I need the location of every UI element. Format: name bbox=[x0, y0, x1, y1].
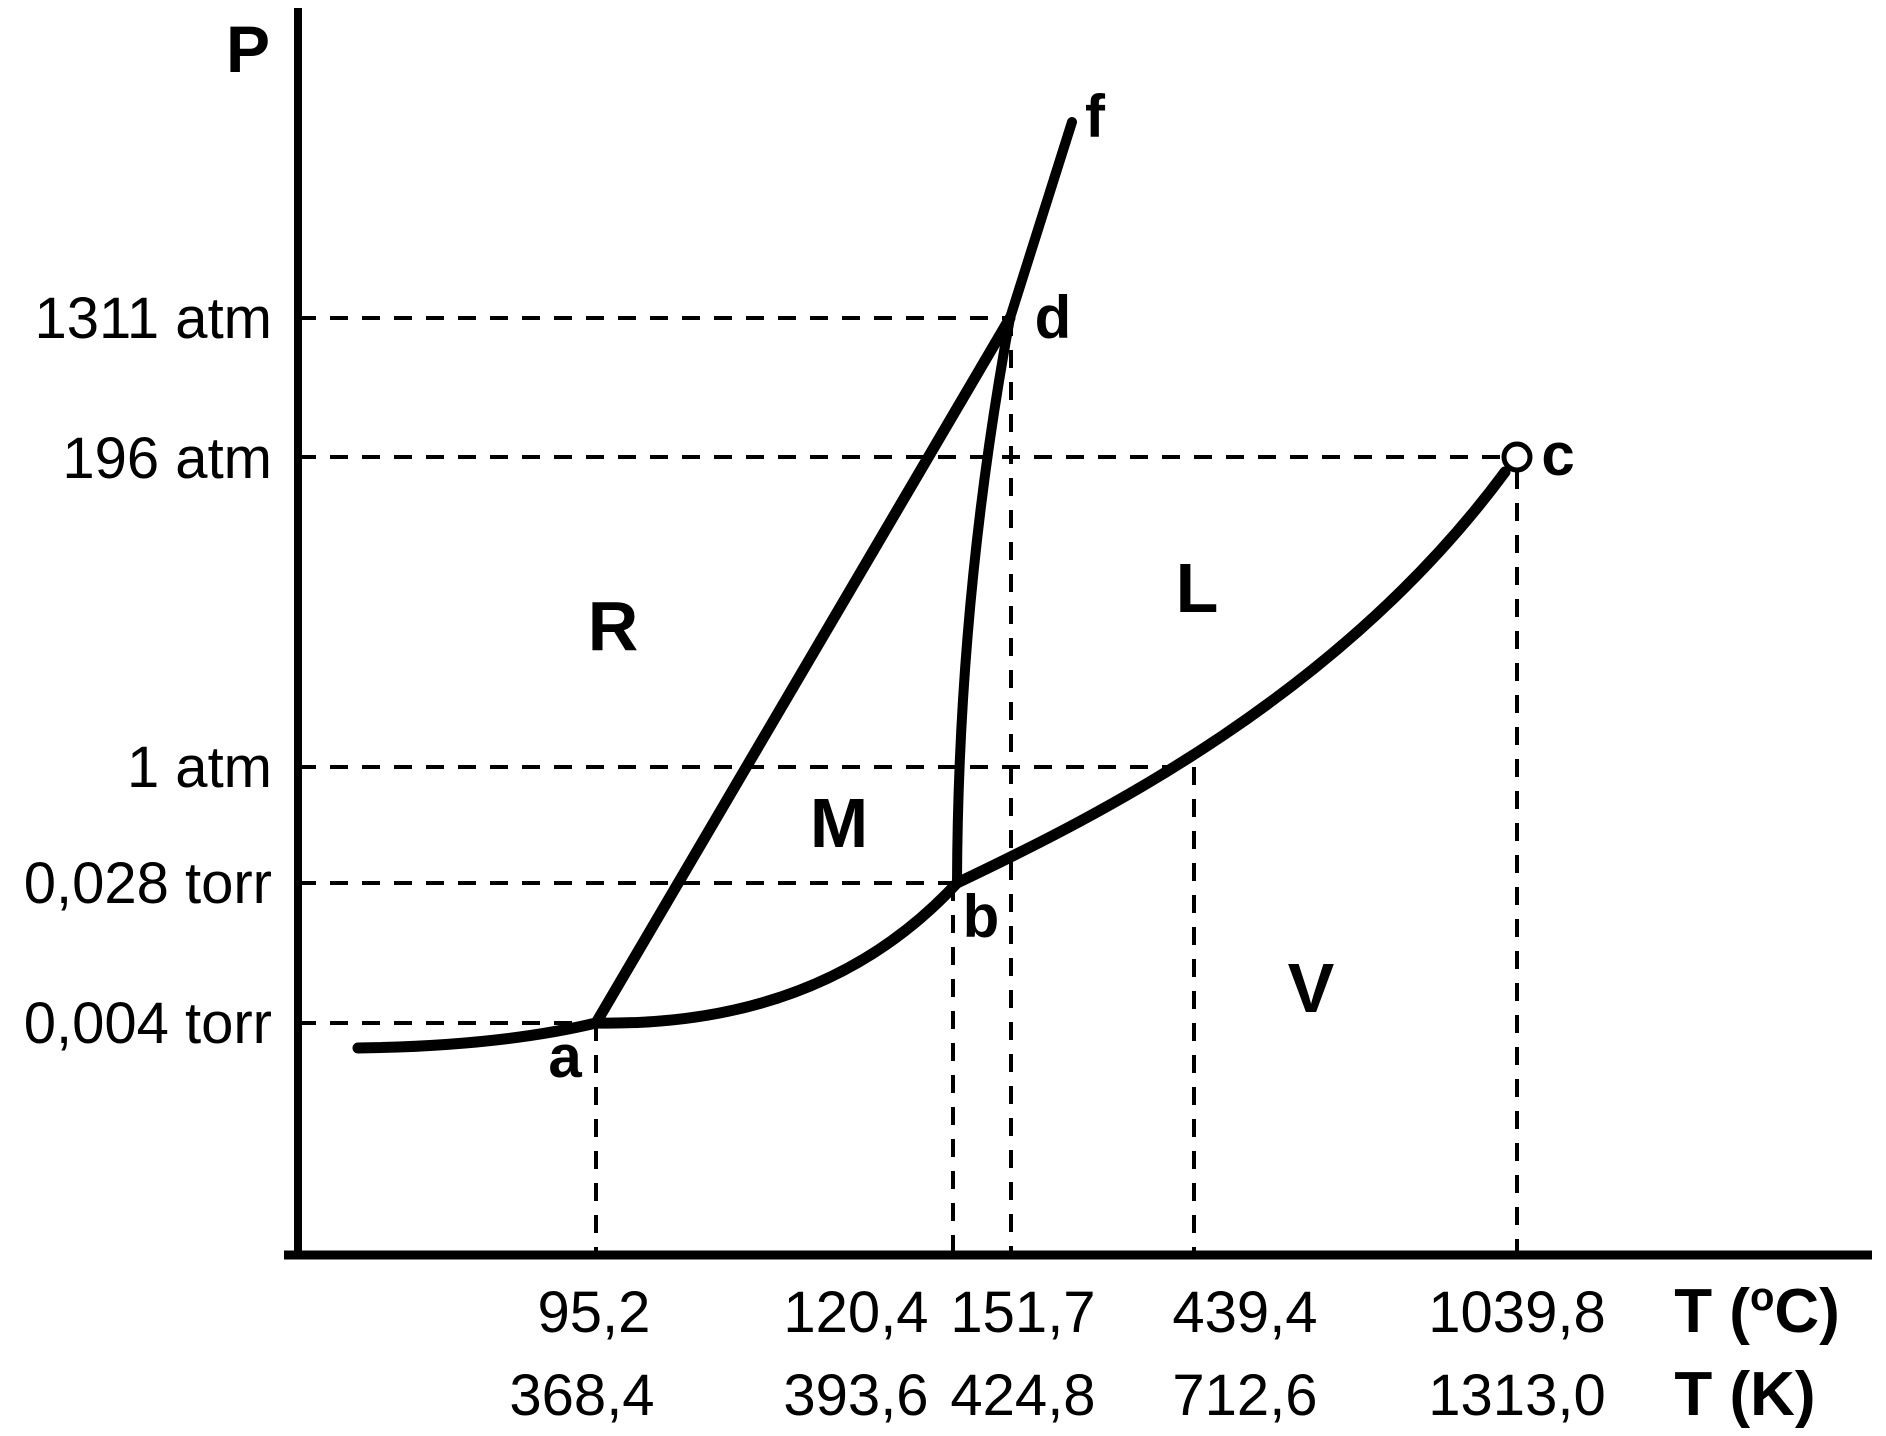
axes bbox=[284, 8, 1872, 1260]
tick-c-120-4: 120,4 bbox=[783, 1280, 928, 1345]
point-label-c: c bbox=[1541, 421, 1574, 488]
melting-line-b-d bbox=[952, 313, 1015, 888]
phase-boundaries bbox=[352, 117, 1511, 1054]
x-axis-title-celsius: T (oC) bbox=[1674, 1275, 1840, 1346]
region-label-R: R bbox=[588, 587, 639, 665]
tick-k-1313-0: 1313,0 bbox=[1428, 1363, 1605, 1428]
sublimation-curve-left bbox=[352, 1017, 602, 1054]
point-label-d: d bbox=[1035, 284, 1072, 351]
melting-line-d-f bbox=[1005, 117, 1077, 323]
point-label-b: b bbox=[963, 883, 1000, 950]
critical-point-marker bbox=[1501, 441, 1533, 473]
tick-k-424-8: 424,8 bbox=[950, 1363, 1095, 1428]
tick-c-151-7: 151,7 bbox=[950, 1280, 1095, 1345]
tick-0028-torr: 0,028 torr bbox=[24, 851, 272, 916]
point-label-a: a bbox=[548, 1023, 582, 1090]
region-labels: R M L V bbox=[588, 549, 1335, 1027]
point-label-f: f bbox=[1085, 83, 1106, 150]
temperature-tick-labels-celsius: 95,2 120,4 151,7 439,4 1039,8 T (oC) bbox=[538, 1275, 1840, 1346]
temperature-tick-labels-kelvin: 368,4 393,6 424,8 712,6 1313,0 T (K) bbox=[509, 1360, 1815, 1429]
tick-k-393-6: 393,6 bbox=[783, 1363, 928, 1428]
melting-line-a-d bbox=[590, 312, 1016, 1029]
region-label-L: L bbox=[1176, 549, 1219, 627]
dashed-guides bbox=[298, 316, 1519, 1252]
tick-c-439-4: 439,4 bbox=[1172, 1280, 1317, 1345]
region-label-M: M bbox=[810, 784, 868, 862]
tick-k-712-6: 712,6 bbox=[1172, 1363, 1317, 1428]
tick-196-atm: 196 atm bbox=[62, 426, 272, 491]
tick-c-95-2: 95,2 bbox=[538, 1280, 651, 1345]
y-axis-title: P bbox=[226, 12, 270, 86]
tick-k-368-4: 368,4 bbox=[509, 1363, 654, 1428]
vaporization-curve-b-c bbox=[951, 466, 1511, 889]
tick-1311-atm: 1311 atm bbox=[34, 286, 272, 351]
tick-1-atm: 1 atm bbox=[127, 735, 272, 800]
tick-0004-torr: 0,004 torr bbox=[24, 991, 272, 1056]
region-label-V: V bbox=[1288, 949, 1335, 1027]
sublimation-curve-a-b bbox=[590, 877, 963, 1029]
x-axis-title-kelvin: T (K) bbox=[1674, 1360, 1815, 1429]
tick-c-1039-8: 1039,8 bbox=[1428, 1280, 1605, 1345]
pressure-tick-labels: 1311 atm 196 atm 1 atm 0,028 torr 0,004 … bbox=[24, 286, 272, 1056]
point-labels: a b c d f bbox=[548, 83, 1574, 1090]
